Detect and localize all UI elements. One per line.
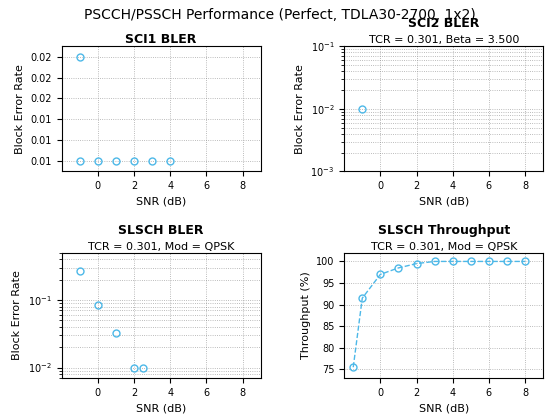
Text: SLSCH Throughput: SLSCH Throughput bbox=[377, 223, 510, 236]
Text: TCR = 0.301, Mod = QPSK: TCR = 0.301, Mod = QPSK bbox=[371, 241, 517, 252]
Text: TCR = 0.301, Beta = 3.500: TCR = 0.301, Beta = 3.500 bbox=[368, 35, 519, 45]
Text: TCR = 0.301, Mod = QPSK: TCR = 0.301, Mod = QPSK bbox=[88, 241, 234, 252]
X-axis label: SNR (dB): SNR (dB) bbox=[136, 403, 186, 413]
Title: SCI1 BLER: SCI1 BLER bbox=[125, 33, 197, 46]
Y-axis label: Block Error Rate: Block Error Rate bbox=[15, 64, 25, 154]
Y-axis label: Block Error Rate: Block Error Rate bbox=[12, 270, 22, 360]
X-axis label: SNR (dB): SNR (dB) bbox=[136, 197, 186, 207]
Y-axis label: Throughput (%): Throughput (%) bbox=[301, 271, 311, 359]
Text: PSCCH/PSSCH Performance (Perfect, TDLA30-2700, 1x2): PSCCH/PSSCH Performance (Perfect, TDLA30… bbox=[84, 8, 476, 22]
X-axis label: SNR (dB): SNR (dB) bbox=[418, 403, 469, 413]
X-axis label: SNR (dB): SNR (dB) bbox=[418, 197, 469, 207]
Text: SLSCH BLER: SLSCH BLER bbox=[118, 223, 204, 236]
Text: SCI2 BLER: SCI2 BLER bbox=[408, 17, 479, 30]
Y-axis label: Block Error Rate: Block Error Rate bbox=[295, 64, 305, 154]
